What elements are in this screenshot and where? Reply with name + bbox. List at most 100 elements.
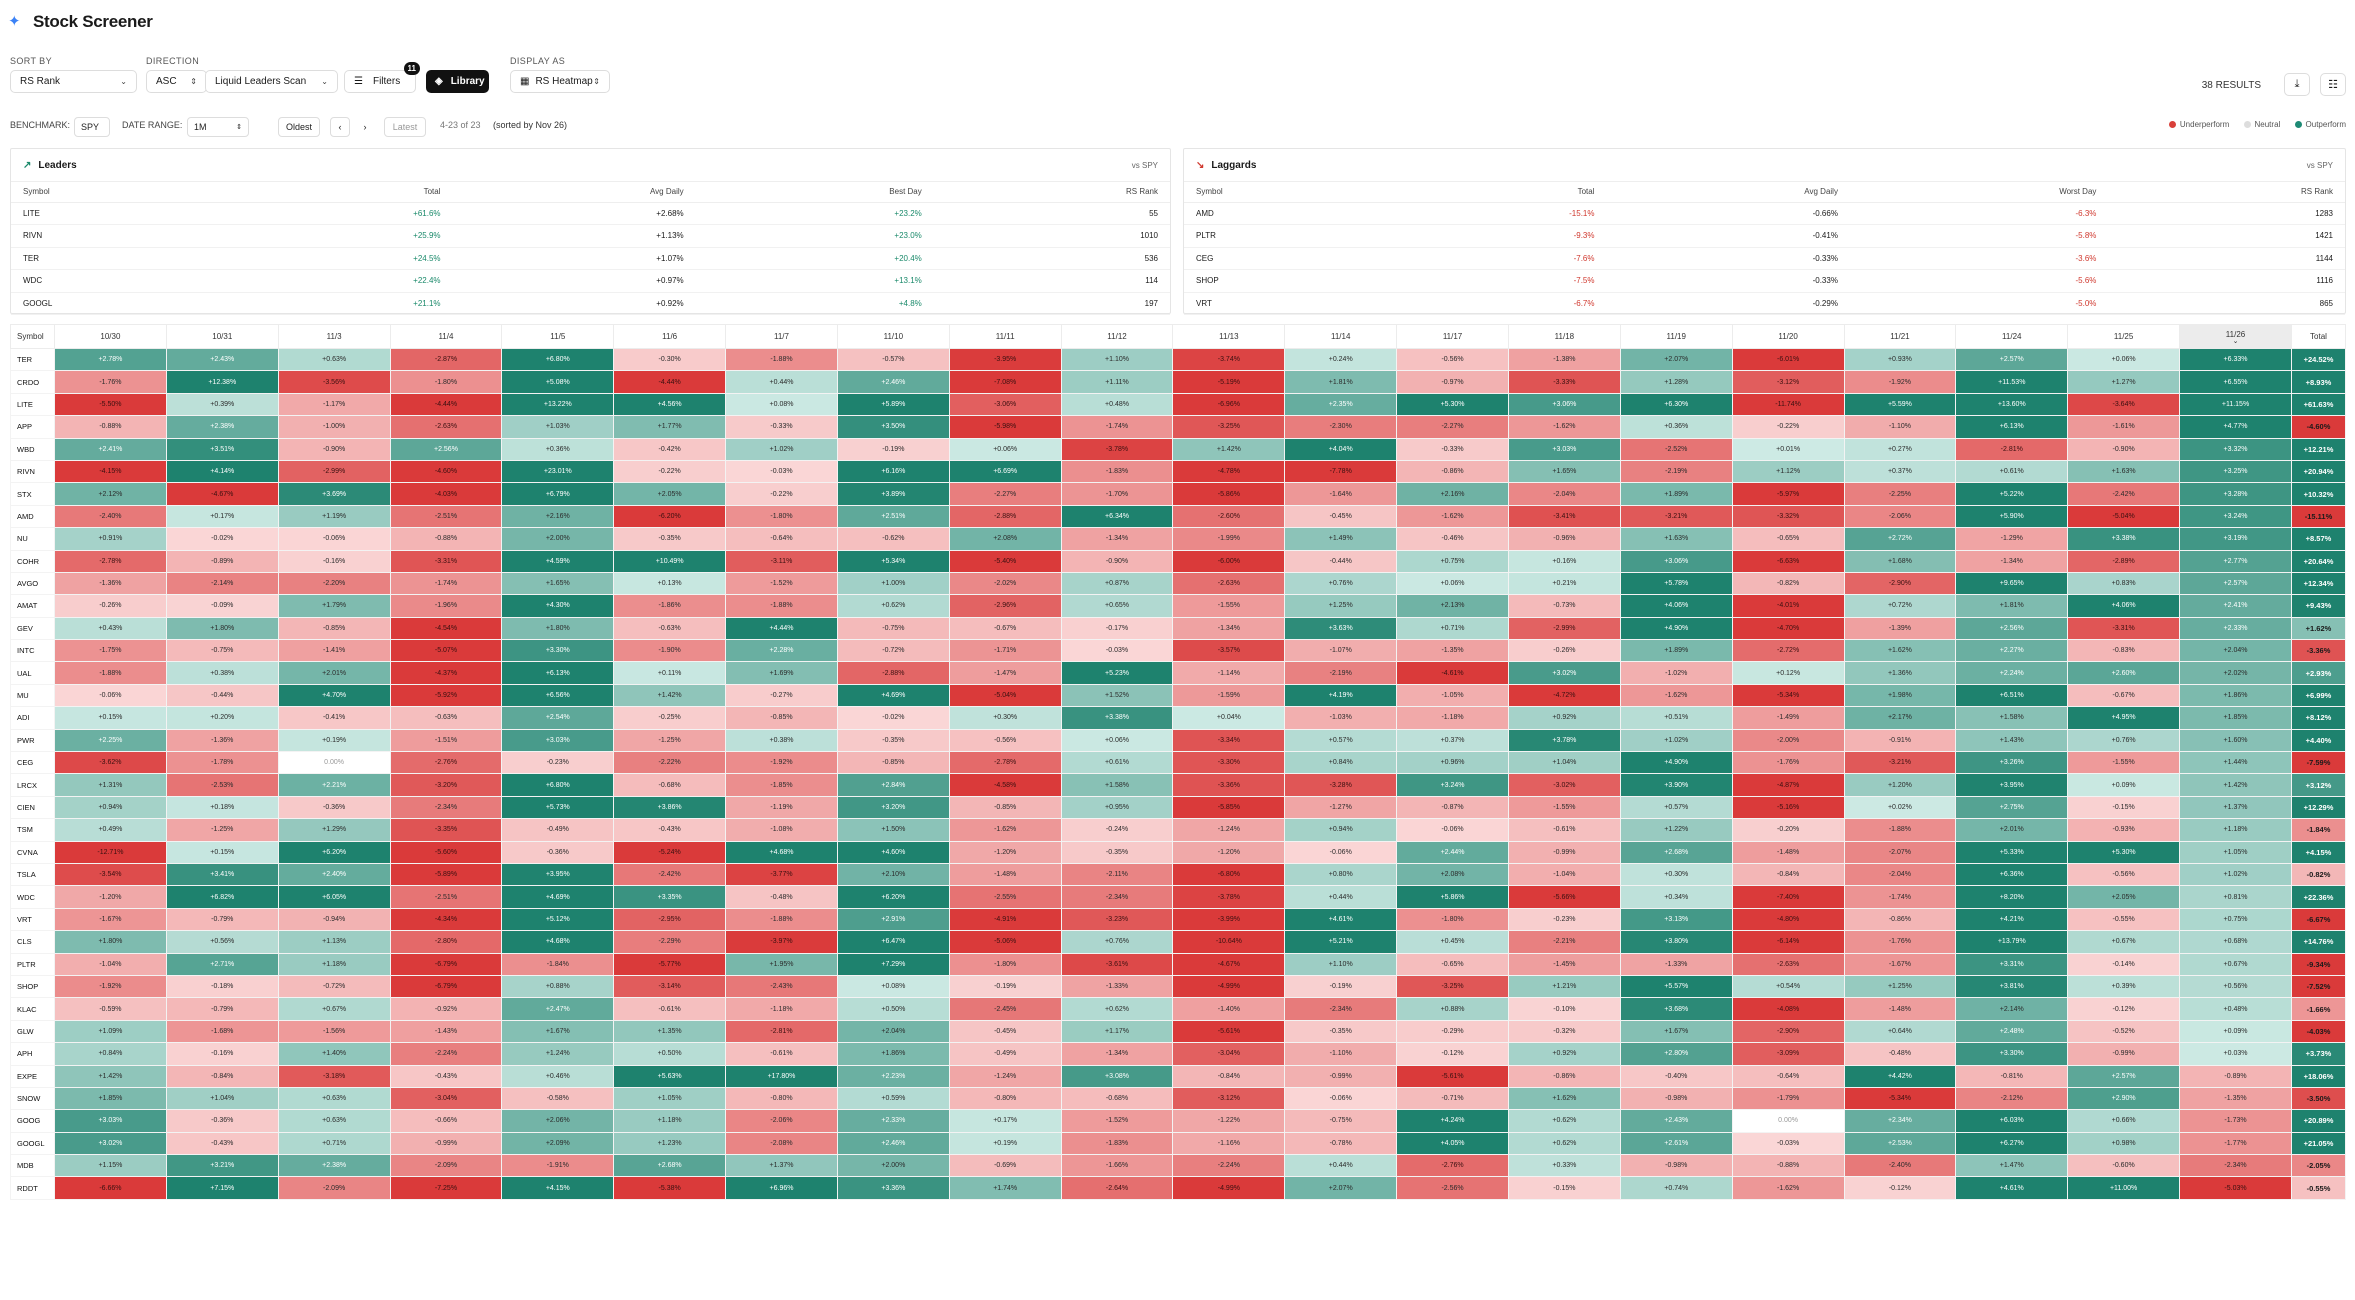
leaders-row[interactable]: TER +24.5% +1.07% +20.4% 536 [11,247,1170,270]
heatmap-row[interactable]: RIVN -4.15% +4.14% -2.99% -4.60% +23.01% -0.22… [10,459,2346,484]
heatmap-row[interactable]: CIEN +0.94% +0.18% -0.36% -2.34% +5.73% +3.86%… [10,795,2346,820]
leaders-col-symbol[interactable]: Symbol [11,182,236,203]
library-button[interactable]: ◈ Library [426,70,489,93]
heatmap-row[interactable]: AMAT -0.26% -0.09% +1.79% -1.96% +4.30% -1.86%… [10,594,2346,618]
heatmap-col-date[interactable]: 11/19 [1619,324,1733,349]
heatmap-col-date[interactable]: 11/10 [836,324,950,349]
laggards-row[interactable]: CEG -7.6% -0.33% -3.6% 1144 [1184,247,2345,270]
heatmap-col-date[interactable]: 11/12 [1060,324,1174,349]
heatmap-col-date[interactable]: 11/7 [725,324,838,349]
laggards-col-worst-day[interactable]: Worst Day [1849,182,2109,203]
heatmap-row[interactable]: WBD +2.41% +3.51% -0.90% +2.56% +0.36% -0.42% +… [10,437,2346,461]
heatmap-row[interactable]: AMD -2.40% +0.17% +1.19% -2.51% +2.16% -6.20% -… [10,504,2346,529]
leaders-col-rs-rank[interactable]: RS Rank [933,182,1170,203]
leaders-row[interactable]: LITE +61.6% +2.68% +23.2% 55 [11,202,1170,225]
heatmap-row[interactable]: APH +0.84% -0.16% +1.40% -2.24% +1.24% +0.50% -… [10,1042,2346,1066]
heatmap-row[interactable]: SHOP -1.92% -0.18% -0.72% -6.79% +0.88% -3.14%… [10,974,2346,999]
heatmap-row[interactable]: CVNA -12.71% +0.15% +6.20% -5.60% -0.36% -5.24… [10,840,2346,864]
laggards-col-avg-daily[interactable]: Avg Daily [1606,182,1850,203]
app-title: Stock Screener [33,12,153,31]
heatmap-row[interactable]: RDDT -6.66% +7.15% -2.09% -7.25% +4.15% -5.38%… [10,1176,2346,1200]
laggards-col-rs-rank[interactable]: RS Rank [2108,182,2345,203]
sort-by-select[interactable]: RS Rank ⌄ [10,70,137,93]
heatmap-col-date[interactable]: 10/30 [54,324,167,349]
heatmap-col-date[interactable]: 11/24 [1955,324,2069,349]
oldest-button[interactable]: Oldest [278,117,320,137]
heatmap-row[interactable]: TER +2.78% +2.43% +0.63% -2.87% +6.80% -0.30% -… [10,347,2346,372]
heatmap-row[interactable]: GOOG +3.03% -0.36% +0.63% -0.66% +2.06% +1.18%… [10,1109,2346,1133]
heatmap-row[interactable]: TSM +0.49% -1.25% +1.29% -3.35% -0.49% -0.43% -… [10,818,2346,842]
heatmap-row[interactable]: KLAC -0.59% -0.79% +0.67% -0.92% +2.47% -0.61%… [10,997,2346,1021]
heatmap-row[interactable]: STX +2.12% -4.67% +3.69% -4.03% +6.79% +2.05% -… [10,482,2346,506]
scan-value: Liquid Leaders Scan [215,76,307,87]
heatmap-col-date[interactable]: 11/3 [277,324,391,349]
heatmap-row[interactable]: PLTR -1.04% +2.71% +1.18% -6.79% -1.84% -5.77%… [10,952,2346,976]
heatmap-col-date[interactable]: 11/21 [1843,324,1957,349]
heatmap-row[interactable]: EXPE +1.42% -0.84% -3.18% -0.43% +0.46% +5.63%… [10,1064,2346,1088]
heatmap-cell: +1.42% [2179,773,2292,797]
heatmap-row[interactable]: UAL -1.88% +0.38% +2.01% -4.37% +6.13% +0.11% +… [10,661,2346,685]
heatmap-row[interactable]: SNOW +1.85% +1.04% +0.63% -3.04% -0.58% +1.05%… [10,1086,2346,1111]
laggards-row[interactable]: PLTR -9.3% -0.41% -5.8% 1421 [1184,224,2345,248]
latest-button[interactable]: Latest [384,117,426,137]
heatmap-row[interactable]: LITE -5.50% +0.39% -1.17% -4.44% +13.22% +4.56… [10,392,2346,417]
download-button[interactable]: ⤓ [2284,73,2310,96]
laggards-col-symbol[interactable]: Symbol [1184,182,1399,203]
laggards-row[interactable]: AMD -15.1% -0.66% -6.3% 1283 [1184,202,2345,225]
heatmap-row[interactable]: APP -0.88% +2.38% -1.00% -2.63% +1.03% +1.77% -… [10,415,2346,439]
heatmap-row[interactable]: MDB +1.15% +3.21% +2.38% -2.09% -1.91% +2.68% +… [10,1154,2346,1178]
heatmap-row[interactable]: LRCX +1.31% -2.53% +2.21% -3.20% +6.80% -0.68%… [10,773,2346,797]
heatmap-row[interactable]: MU -0.06% -0.44% +4.70% -5.92% +6.56% +1.42% -0… [10,683,2346,708]
laggards-row[interactable]: VRT -6.7% -0.29% -5.0% 865 [1184,292,2345,315]
heatmap-row[interactable]: CEG -3.62% -1.78% 0.00% -2.76% -0.23% -2.22% -1… [10,751,2346,775]
heatmap-col-date[interactable]: 11/5 [501,324,615,349]
next-button[interactable]: › [355,117,375,137]
benchmark-input[interactable]: SPY [74,117,110,137]
heatmap-row[interactable]: ADI +0.15% +0.20% -0.41% -0.63% +2.54% -0.25% -… [10,706,2346,730]
heatmap-row[interactable]: WDC -1.20% +6.82% +6.05% -2.51% +4.69% +3.35% -… [10,885,2346,909]
heatmap-col-date[interactable]: 11/17 [1396,324,1509,349]
heatmap-row[interactable]: AVGO -1.36% -2.14% -2.20% -1.74% +1.65% +0.13%… [10,571,2346,596]
heatmap-row[interactable]: GLW +1.09% -1.68% -1.56% -1.43% +1.67% +1.35% -… [10,1019,2346,1044]
heatmap-row[interactable]: GOOGL +3.02% -0.43% +0.71% -0.99% +2.09% +1.23… [10,1131,2346,1156]
heatmap-col-date[interactable]: 11/20 [1731,324,1845,349]
heatmap-col-symbol[interactable]: Symbol [10,324,55,349]
leaders-col-total[interactable]: Total [235,182,453,203]
heatmap-row[interactable]: NU +0.91% -0.02% -0.06% -0.88% +2.00% -0.35% -0… [10,527,2346,551]
direction-select[interactable]: ASC ⇕ [146,70,207,93]
heatmap-col-total[interactable]: Total [2291,324,2346,349]
heatmap-col-date[interactable]: 11/6 [613,324,727,349]
heatmap-symbol: INTC [10,639,55,663]
scan-select[interactable]: Liquid Leaders Scan ⌄ [205,70,338,93]
heatmap-col-date[interactable]: 11/18 [1507,324,1621,349]
leaders-col-avg-daily[interactable]: Avg Daily [452,182,696,203]
heatmap-row[interactable]: CLS +1.80% +0.56% +1.13% -2.80% +4.68% -2.29% -… [10,930,2346,954]
heatmap-row[interactable]: CRDO -1.76% +12.38% -3.56% -1.80% +5.08% -4.44… [10,370,2346,394]
heatmap-row[interactable]: INTC -1.75% -0.75% -1.41% -5.07% +3.30% -1.90%… [10,639,2346,663]
heatmap-col-date[interactable]: 11/11 [948,324,1062,349]
columns-button[interactable]: ☷ [2320,73,2346,96]
heatmap-row[interactable]: VRT -1.67% -0.79% -0.94% -4.34% +5.12% -2.95% -… [10,907,2346,932]
heatmap-col-date[interactable]: 10/31 [165,324,279,349]
heatmap-col-date[interactable]: 11/25 [2067,324,2181,349]
date-range-select[interactable]: 1M ⇕ [187,117,249,137]
filters-button[interactable]: ☰ Filters 11 [344,62,420,93]
leaders-row[interactable]: WDC +22.4% +0.97% +13.1% 114 [11,269,1170,293]
heatmap-col-date[interactable]: 11/26 ⌄ [2179,324,2292,349]
leaders-row[interactable]: GOOGL +21.1% +0.92% +4.8% 197 [11,292,1170,315]
heatmap-col-date[interactable]: 11/4 [389,324,503,349]
heatmap-row[interactable]: GEV +0.43% +1.80% -0.85% -4.54% +1.80% -0.63% +… [10,616,2346,641]
heatmap-row[interactable]: PWR +2.25% -1.36% +0.19% -1.51% +3.03% -1.25% +… [10,728,2346,753]
prev-button[interactable]: ‹ [330,117,350,137]
laggards-col-total[interactable]: Total [1398,182,1607,203]
laggards-row[interactable]: SHOP -7.5% -0.33% -5.6% 1116 [1184,269,2345,293]
heatmap-col-date[interactable]: 11/14 [1284,324,1398,349]
heatmap-row[interactable]: TSLA -3.54% +3.41% +2.40% -5.89% +3.95% -2.42%… [10,862,2346,887]
heatmap-cell: +1.42% [1172,437,1286,461]
leaders-row[interactable]: RIVN +25.9% +1.13% +23.0% 1010 [11,224,1170,248]
display-as-select[interactable]: ▦ RS Heatmap ⇕ [510,70,610,93]
heatmap-row[interactable]: COHR -2.78% -0.89% -0.16% -3.31% +4.59% +10.49… [10,549,2346,573]
heatmap-col-date[interactable]: 11/13 [1172,324,1286,349]
leaders-col-best-day[interactable]: Best Day [695,182,934,203]
heatmap-cell: +2.33% [2179,616,2292,641]
